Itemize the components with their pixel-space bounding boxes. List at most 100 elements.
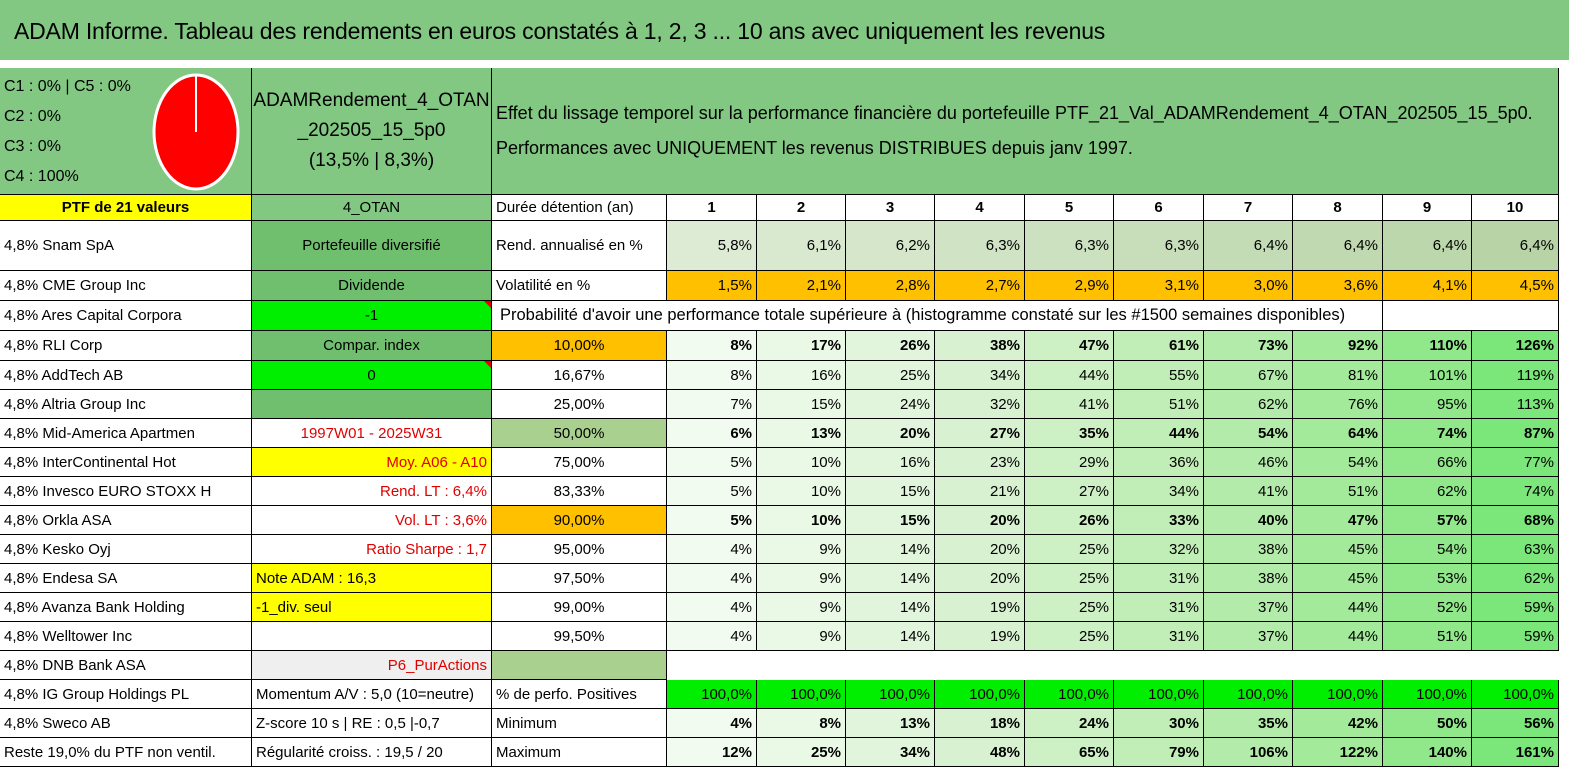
probability-value: 4%	[667, 593, 757, 622]
rend-value: 6,4%	[1472, 221, 1559, 271]
holding-item: 4,8% Snam SpA	[0, 221, 252, 271]
vol-value: 3,0%	[1204, 271, 1293, 301]
vol-value: 2,7%	[935, 271, 1025, 301]
probability-value: 34%	[935, 361, 1025, 390]
probability-value: 19%	[935, 622, 1025, 651]
probability-value: 4%	[667, 622, 757, 651]
probability-value: 17%	[757, 331, 846, 361]
vol-label: Volatilité en %	[492, 271, 667, 301]
info-period: 1997W01 - 2025W31	[252, 419, 492, 448]
vol-value: 2,1%	[757, 271, 846, 301]
description-line: Performances avec UNIQUEMENT les revenus…	[496, 138, 1133, 158]
maximum-label: Maximum	[492, 738, 667, 767]
probability-value: 26%	[846, 331, 935, 361]
probability-value: 63%	[1472, 535, 1559, 564]
probability-value: 15%	[757, 390, 846, 419]
probability-value: 14%	[846, 622, 935, 651]
probability-threshold: 83,33%	[492, 477, 667, 506]
probability-value: 14%	[846, 593, 935, 622]
probability-value: 16%	[757, 361, 846, 390]
probability-threshold: 25,00%	[492, 390, 667, 419]
probability-value: 44%	[1025, 361, 1114, 390]
page-title: ADAM Informe. Tableau des rendements en …	[0, 0, 1569, 62]
positive-value: 100,0%	[1293, 680, 1383, 709]
year-header: 4	[935, 195, 1025, 221]
info-avg: Moy. A06 - A10	[252, 448, 492, 477]
rend-value: 6,4%	[1293, 221, 1383, 271]
holding-item: 4,8% Altria Group Inc	[0, 390, 252, 419]
probability-value: 74%	[1472, 477, 1559, 506]
probability-value: 38%	[1204, 535, 1293, 564]
minimum-value: 56%	[1472, 709, 1559, 738]
minimum-label: Minimum	[492, 709, 667, 738]
probability-value: 67%	[1204, 361, 1293, 390]
probability-value: 59%	[1472, 622, 1559, 651]
info-dividend: Dividende	[252, 271, 492, 301]
info-sharpe: Ratio Sharpe : 1,7	[252, 535, 492, 564]
probability-value: 36%	[1114, 448, 1204, 477]
probability-value: 101%	[1383, 361, 1472, 390]
spacer-cell	[492, 651, 667, 680]
duration-label: Durée détention (an)	[492, 195, 667, 221]
probability-value: 57%	[1383, 506, 1472, 535]
probability-value: 6%	[667, 419, 757, 448]
probability-threshold: 75,00%	[492, 448, 667, 477]
minimum-value: 42%	[1293, 709, 1383, 738]
probability-value: 95%	[1383, 390, 1472, 419]
probability-value: 51%	[1114, 390, 1204, 419]
holding-item: 4,8% Invesco EURO STOXX H	[0, 477, 252, 506]
probability-value: 62%	[1383, 477, 1472, 506]
info-zscore: Z-score 10 s | RE : 0,5 |-0,7	[252, 709, 492, 738]
maximum-value: 34%	[846, 738, 935, 767]
allocation-line: C3 : 0%	[4, 138, 61, 155]
probability-value: 66%	[1383, 448, 1472, 477]
rend-value: 6,3%	[1025, 221, 1114, 271]
probability-threshold: 90,00%	[492, 506, 667, 535]
maximum-value: 122%	[1293, 738, 1383, 767]
probability-value: 31%	[1114, 593, 1204, 622]
probability-value: 20%	[846, 419, 935, 448]
probability-value: 19%	[935, 593, 1025, 622]
probability-value: 23%	[935, 448, 1025, 477]
probability-value: 9%	[757, 622, 846, 651]
rend-value: 6,4%	[1204, 221, 1293, 271]
probability-value: 10%	[757, 477, 846, 506]
probability-value: 59%	[1472, 593, 1559, 622]
holding-item: 4,8% Welltower Inc	[0, 622, 252, 651]
probability-value: 54%	[1293, 448, 1383, 477]
vol-value: 4,5%	[1472, 271, 1559, 301]
probability-value: 29%	[1025, 448, 1114, 477]
probability-value: 25%	[846, 361, 935, 390]
holding-item: 4,8% AddTech AB	[0, 361, 252, 390]
maximum-value: 65%	[1025, 738, 1114, 767]
info-regularity: Régularité croiss. : 19,5 / 20	[252, 738, 492, 767]
probability-value: 92%	[1293, 331, 1383, 361]
year-header: 8	[1293, 195, 1383, 221]
probability-value: 34%	[1114, 477, 1204, 506]
allocation-legend: C1 : 0% | C5 : 0% C2 : 0% C3 : 0% C4 : 100%	[4, 72, 131, 192]
maximum-value: 79%	[1114, 738, 1204, 767]
maximum-value: 12%	[667, 738, 757, 767]
description: Effet du lissage temporel sur la perform…	[492, 68, 1559, 195]
probability-value: 54%	[1204, 419, 1293, 448]
probability-value: 31%	[1114, 622, 1204, 651]
probability-value: 16%	[846, 448, 935, 477]
probability-value: 51%	[1293, 477, 1383, 506]
probability-threshold: 97,50%	[492, 564, 667, 593]
probability-value: 41%	[1204, 477, 1293, 506]
probability-value: 24%	[846, 390, 935, 419]
probability-value: 4%	[667, 535, 757, 564]
probability-value: 9%	[757, 593, 846, 622]
info-note: Note ADAM : 16,3	[252, 564, 492, 593]
minimum-value: 24%	[1025, 709, 1114, 738]
probability-value: 41%	[1025, 390, 1114, 419]
probability-label: Probabilité d'avoir une performance tota…	[492, 301, 1383, 331]
probability-value: 45%	[1293, 564, 1383, 593]
holding-item: 4,8% Kesko Oyj	[0, 535, 252, 564]
minimum-value: 4%	[667, 709, 757, 738]
probability-value: 25%	[1025, 622, 1114, 651]
positive-value: 100,0%	[846, 680, 935, 709]
probability-value: 77%	[1472, 448, 1559, 477]
probability-value: 15%	[846, 477, 935, 506]
positive-value: 100,0%	[1383, 680, 1472, 709]
